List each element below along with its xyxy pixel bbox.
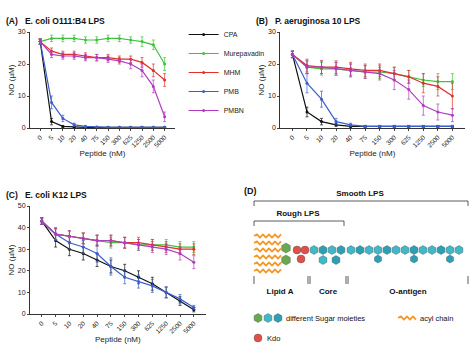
svg-text:Peptide (nM): Peptide (nM) bbox=[95, 335, 141, 344]
svg-text:O-antigen: O-antigen bbox=[389, 287, 426, 296]
svg-text:NO (µM): NO (µM) bbox=[257, 64, 266, 95]
svg-text:10: 10 bbox=[62, 319, 72, 329]
svg-text:625: 625 bbox=[143, 319, 156, 332]
svg-text:20: 20 bbox=[329, 133, 339, 143]
svg-text:0: 0 bbox=[22, 310, 26, 317]
svg-text:150: 150 bbox=[98, 133, 111, 146]
svg-text:10: 10 bbox=[18, 92, 26, 99]
svg-text:30: 30 bbox=[18, 28, 26, 35]
svg-text:1250: 1250 bbox=[130, 133, 145, 148]
svg-text:different Sugar moieties: different Sugar moieties bbox=[286, 314, 365, 323]
svg-text:1250: 1250 bbox=[154, 319, 169, 334]
svg-text:(C) E. coli K12 LPS: (C) E. coli K12 LPS bbox=[6, 190, 87, 200]
svg-text:0: 0 bbox=[36, 133, 44, 141]
svg-text:5000: 5000 bbox=[440, 133, 455, 148]
svg-text:(A) E. coli O111:B4 LPS: (A) E. coli O111:B4 LPS bbox=[6, 16, 105, 26]
svg-text:40: 40 bbox=[90, 319, 100, 329]
svg-text:0: 0 bbox=[288, 133, 296, 141]
svg-text:NO (µM): NO (µM) bbox=[7, 244, 16, 275]
svg-text:PMB: PMB bbox=[224, 88, 240, 95]
svg-text:75: 75 bbox=[90, 133, 100, 143]
svg-text:2500: 2500 bbox=[426, 133, 441, 148]
svg-text:150: 150 bbox=[115, 319, 128, 332]
svg-text:50: 50 bbox=[18, 202, 26, 209]
svg-text:0: 0 bbox=[37, 319, 45, 327]
svg-text:300: 300 bbox=[385, 133, 398, 146]
svg-text:40: 40 bbox=[78, 133, 88, 143]
svg-text:5000: 5000 bbox=[182, 319, 197, 334]
svg-text:Rough LPS: Rough LPS bbox=[276, 209, 320, 218]
svg-text:Core: Core bbox=[319, 287, 338, 296]
svg-text:300: 300 bbox=[129, 319, 142, 332]
svg-text:Lipid A: Lipid A bbox=[267, 287, 294, 296]
svg-text:(D): (D) bbox=[244, 186, 257, 196]
svg-text:300: 300 bbox=[110, 133, 123, 146]
svg-text:625: 625 bbox=[399, 133, 412, 146]
svg-text:20: 20 bbox=[18, 60, 26, 67]
svg-text:Murepavadin: Murepavadin bbox=[224, 50, 265, 58]
svg-text:20: 20 bbox=[67, 133, 77, 143]
svg-text:(B) P. aeruginosa 10 LPS: (B) P. aeruginosa 10 LPS bbox=[256, 16, 361, 26]
svg-text:30: 30 bbox=[268, 28, 276, 35]
svg-text:2500: 2500 bbox=[141, 133, 156, 148]
svg-text:75: 75 bbox=[358, 133, 368, 143]
svg-text:75: 75 bbox=[104, 319, 114, 329]
svg-text:2500: 2500 bbox=[168, 319, 183, 334]
svg-text:Peptide (nM): Peptide (nM) bbox=[350, 149, 396, 158]
svg-text:150: 150 bbox=[370, 133, 383, 146]
svg-text:NO (µM): NO (µM) bbox=[7, 64, 16, 95]
svg-text:5: 5 bbox=[47, 133, 55, 141]
svg-text:5000: 5000 bbox=[152, 133, 167, 148]
svg-text:20: 20 bbox=[18, 267, 26, 274]
svg-text:0: 0 bbox=[272, 124, 276, 131]
svg-text:Kdo: Kdo bbox=[267, 334, 280, 343]
svg-text:10: 10 bbox=[314, 133, 324, 143]
svg-text:20: 20 bbox=[268, 60, 276, 67]
svg-text:10: 10 bbox=[18, 289, 26, 296]
svg-text:20: 20 bbox=[76, 319, 86, 329]
svg-text:625: 625 bbox=[121, 133, 134, 146]
svg-text:PMBN: PMBN bbox=[224, 107, 244, 114]
svg-text:5: 5 bbox=[51, 319, 59, 327]
svg-text:1250: 1250 bbox=[411, 133, 426, 148]
svg-text:10: 10 bbox=[56, 133, 66, 143]
svg-text:0: 0 bbox=[22, 124, 26, 131]
svg-text:5: 5 bbox=[302, 133, 310, 141]
svg-text:acyl chain: acyl chain bbox=[420, 314, 453, 323]
svg-text:CPA: CPA bbox=[224, 31, 238, 38]
svg-text:40: 40 bbox=[18, 224, 26, 231]
svg-text:Smooth LPS: Smooth LPS bbox=[336, 189, 384, 198]
svg-text:Peptide (nM): Peptide (nM) bbox=[80, 149, 126, 158]
svg-text:30: 30 bbox=[18, 246, 26, 253]
svg-text:10: 10 bbox=[268, 92, 276, 99]
svg-text:40: 40 bbox=[344, 133, 354, 143]
svg-text:MHM: MHM bbox=[224, 69, 241, 76]
